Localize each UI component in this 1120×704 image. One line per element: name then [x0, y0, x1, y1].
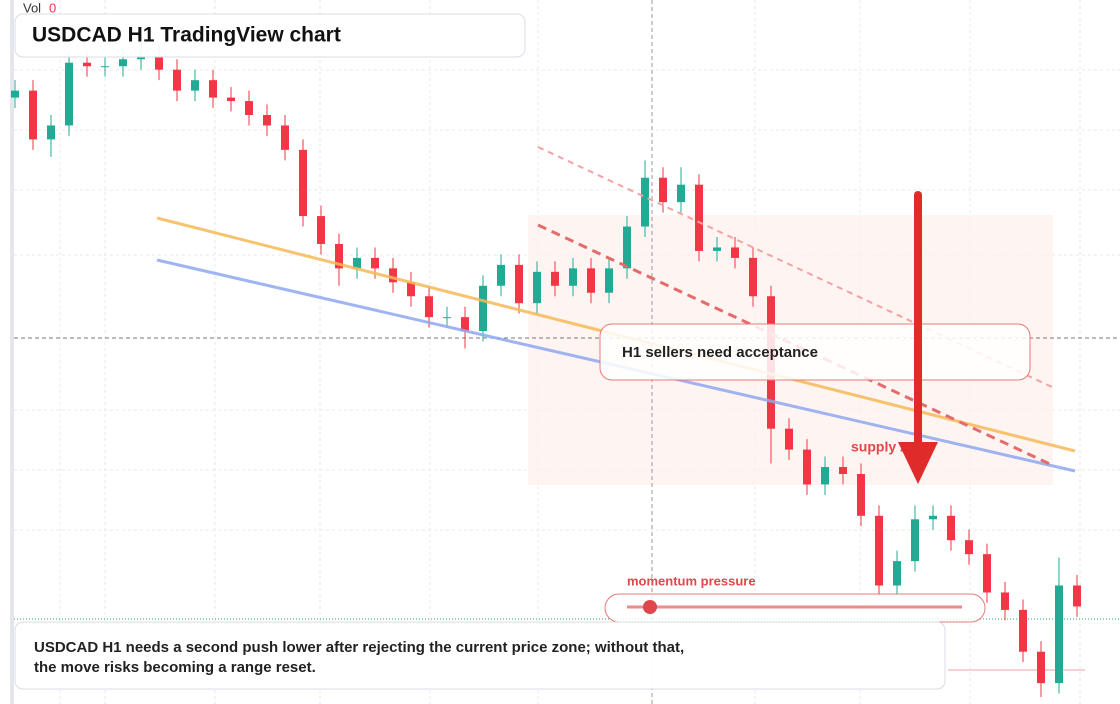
candle-body [965, 540, 973, 555]
side-strip [10, 0, 14, 704]
candle-body [83, 62, 91, 67]
momentum-knob [643, 600, 657, 614]
candle-body [947, 515, 955, 541]
arrow-head [898, 442, 938, 484]
candle-body [317, 216, 325, 244]
candle-body [785, 428, 793, 450]
candle-body [371, 257, 379, 269]
callout: H1 sellers need acceptance [622, 344, 818, 361]
note-line: USDCAD H1 needs a second push lower afte… [34, 639, 684, 656]
candle-body [119, 59, 127, 67]
candle-body [281, 125, 289, 150]
candle-body [425, 296, 433, 318]
note-box [14, 621, 946, 690]
candle-body [227, 97, 235, 102]
channel-lower [537, 223, 1053, 467]
candle-body [461, 317, 469, 332]
candle-body [191, 80, 199, 91]
candle-body [479, 285, 487, 332]
candle-body [29, 90, 37, 140]
candle-body [299, 149, 307, 217]
vol-label: Vol [23, 0, 41, 15]
candle-body [353, 257, 361, 269]
candle-body [515, 264, 523, 304]
callout-box [599, 323, 1031, 381]
candle-body [407, 282, 415, 297]
candle-body [335, 243, 343, 269]
candle-body [731, 247, 739, 258]
candle-body [605, 268, 613, 293]
momentum-label: momentum pressure [627, 573, 756, 588]
candle-body [1073, 585, 1081, 607]
candle-body [623, 226, 631, 269]
candle-body [659, 177, 667, 203]
candle-body [173, 69, 181, 91]
candles [11, 34, 1081, 698]
candle-body [875, 515, 883, 586]
candle-body [47, 125, 55, 140]
note-line: the move risks becoming a range reset. [34, 659, 316, 676]
candle-body [245, 101, 253, 116]
candle-body [821, 467, 829, 485]
candle-body [803, 449, 811, 485]
vol-value: 0 [49, 0, 56, 15]
candle-body [713, 247, 721, 251]
candle-body [137, 55, 145, 60]
candle-body [641, 177, 649, 227]
candle-body [65, 62, 73, 126]
candle-body [1055, 585, 1063, 684]
candle-body [911, 519, 919, 562]
candle-body [533, 271, 541, 304]
candle-body [11, 90, 19, 98]
candle-body [551, 271, 559, 286]
candle-body [497, 264, 505, 286]
candle-body [263, 115, 271, 126]
candle-body [1019, 609, 1027, 652]
candle-body [101, 66, 109, 68]
candle-body [749, 257, 757, 297]
candle-body [983, 554, 991, 593]
candle-body [569, 268, 577, 286]
candle-body [839, 467, 847, 474]
candle-body [893, 561, 901, 586]
candle-body [587, 268, 595, 293]
candle-body [443, 317, 451, 319]
candle-body [677, 184, 685, 203]
candle-body [155, 55, 163, 70]
candle-body [1001, 592, 1009, 610]
candle-body [929, 515, 937, 520]
candle-body [857, 473, 865, 516]
title-box [14, 13, 526, 58]
title: USDCAD H1 TradingView chart [32, 24, 341, 47]
candle-body [389, 268, 397, 283]
candle-body [1037, 651, 1045, 684]
candle-body [695, 184, 703, 251]
candle-body [209, 80, 217, 98]
